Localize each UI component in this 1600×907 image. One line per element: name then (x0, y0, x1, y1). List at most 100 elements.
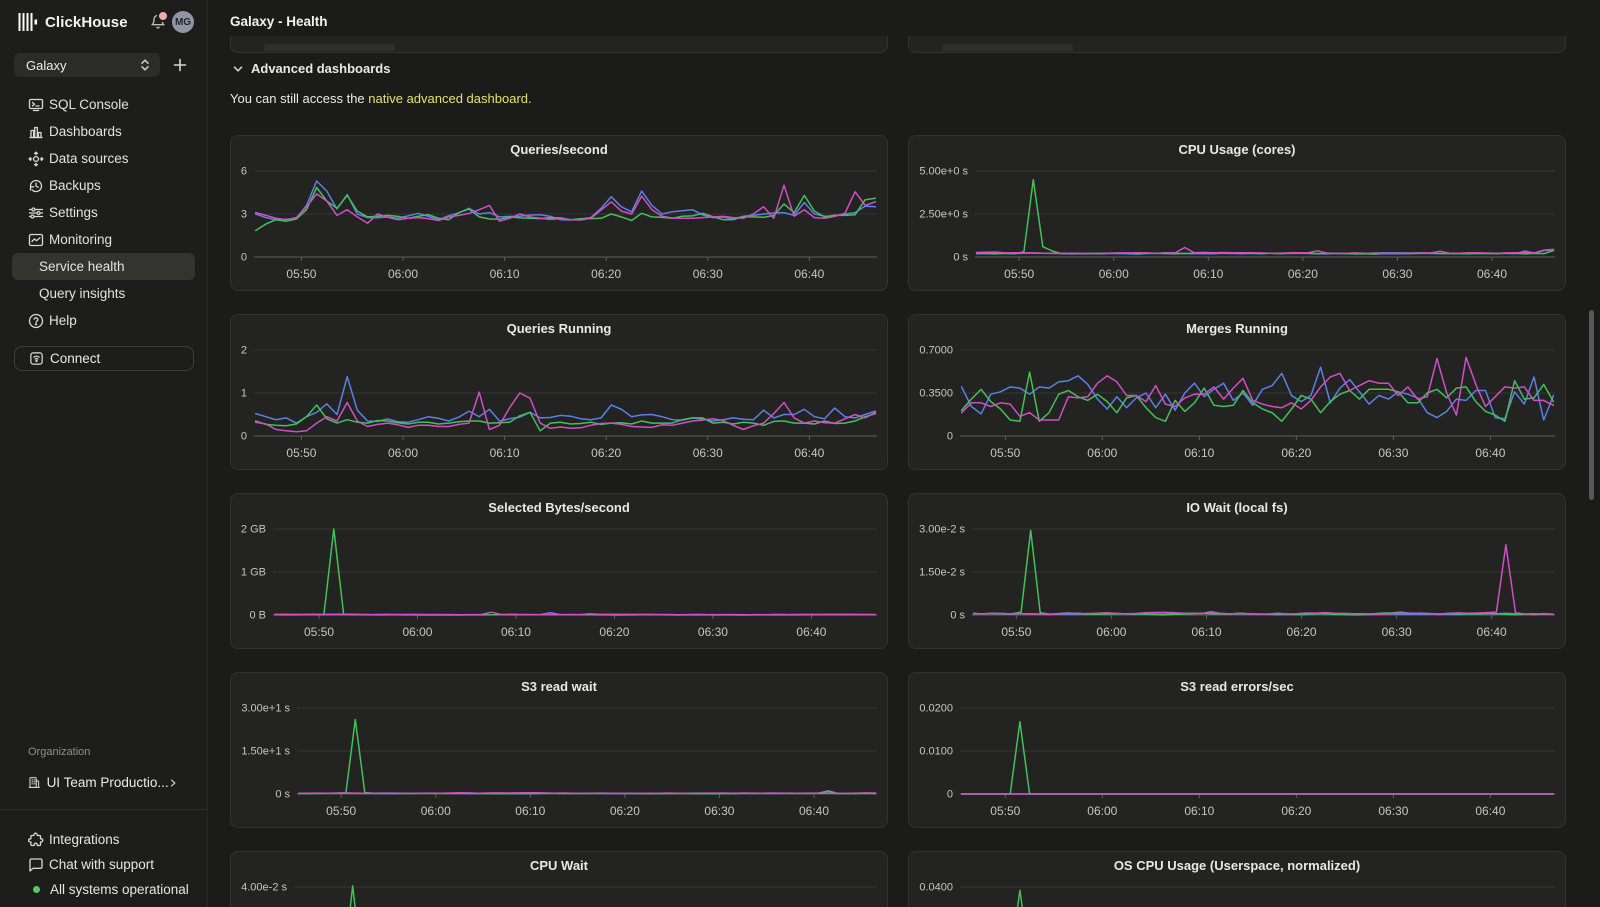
svg-text:06:10: 06:10 (515, 804, 545, 818)
svg-text:06:20: 06:20 (591, 267, 621, 281)
chart-canvas[interactable]: 00.02000.040005:5006:0006:1006:2006:3006… (909, 852, 1567, 907)
sidebar-item-chat-support[interactable]: Chat with support (12, 852, 195, 877)
svg-text:05:50: 05:50 (1001, 625, 1031, 639)
svg-text:06:10: 06:10 (490, 446, 520, 460)
chart-title: S3 read errors/sec (1180, 679, 1294, 694)
svg-text:06:20: 06:20 (1288, 267, 1318, 281)
chevron-right-icon (170, 778, 176, 787)
chart-canvas[interactable]: 0 0.3500 0.7000 05:50 06:00 06:10 06:20 06:30 06… (909, 315, 1567, 471)
svg-text:06:20: 06:20 (599, 625, 629, 639)
sidebar-item-label: Backups (49, 178, 101, 193)
sidebar-item-label: Query insights (39, 286, 126, 301)
chart-title: CPU Wait (529, 858, 589, 873)
chart-panel: Selected Bytes/second 0 B 1 GB 2 GB 05:50 06:… (230, 493, 888, 649)
service-select[interactable]: Galaxy (14, 53, 161, 77)
svg-text:06:00: 06:00 (1099, 267, 1129, 281)
chart-canvas[interactable]: 0 s 2.50e+0 s 5.00e+0 s 05:50 06:00 06:10 06:2… (909, 136, 1567, 292)
avatar[interactable]: MG (172, 11, 194, 33)
svg-text:0 s: 0 s (950, 610, 965, 622)
svg-text:1.50e+1 s: 1.50e+1 s (241, 746, 290, 758)
content: Advanced dashboards You can still access… (209, 36, 1600, 907)
svg-text:5.00e+0 s: 5.00e+0 s (919, 166, 968, 178)
svg-text:0 s: 0 s (953, 252, 968, 264)
notifications-bell-icon[interactable] (150, 10, 169, 30)
clickhouse-logo-icon (18, 13, 38, 31)
sidebar-item-label: Dashboards (49, 124, 122, 139)
sidebar-item-data-sources[interactable]: Data sources (12, 145, 195, 172)
section-advanced-dashboards[interactable]: Advanced dashboards (232, 60, 390, 77)
organization-name: UI Team Productio... (46, 775, 169, 790)
svg-text:06:30: 06:30 (704, 804, 734, 818)
sidebar-item-help[interactable]: Help (12, 307, 195, 334)
system-status[interactable]: All systems operational (12, 877, 195, 902)
svg-text:2: 2 (241, 345, 247, 357)
svg-text:05:50: 05:50 (286, 446, 316, 460)
svg-text:06:40: 06:40 (1475, 446, 1505, 460)
footer-item-label: Chat with support (49, 857, 155, 872)
connect-label: Connect (50, 351, 101, 366)
sidebar-item-label: Monitoring (49, 232, 113, 247)
sidebar-bottom: Organization UI Team Productio... Integr… (0, 746, 207, 907)
svg-text:0 s: 0 s (275, 789, 290, 801)
connect-button[interactable]: Connect (14, 346, 194, 371)
chart-canvas[interactable]: 0 s 1.50e-2 s 3.00e-2 s 05:50 06:00 06:10 06:2… (909, 494, 1567, 650)
add-service-button[interactable] (166, 53, 193, 77)
svg-text:0 B: 0 B (249, 610, 266, 622)
svg-text:06:20: 06:20 (591, 446, 621, 460)
svg-text:06:30: 06:30 (1382, 625, 1412, 639)
top-actions: MG (150, 10, 194, 34)
chevron-updown-icon (141, 59, 150, 71)
svg-text:1 GB: 1 GB (241, 567, 266, 579)
chart-panel: S3 read wait 0 s 1.50e+1 s 3.00e+1 s 05:50 06… (230, 672, 888, 828)
svg-text:06:00: 06:00 (1087, 804, 1117, 818)
chart-panel: CPU Wait0 s2.00e-2 s4.00e-2 s05:5006:000… (230, 851, 888, 907)
svg-text:06:20: 06:20 (1281, 446, 1311, 460)
sidebar-item-query-insights[interactable]: Query insights (12, 280, 195, 307)
chart-canvas[interactable]: 0 3 6 05:50 06:00 06:10 06:20 06:30 06:40 (231, 136, 889, 292)
svg-text:0: 0 (241, 431, 247, 443)
sidebar-item-integrations[interactable]: Integrations (12, 827, 195, 852)
chart-canvas[interactable]: 0 B 1 GB 2 GB 05:50 06:00 06:10 06:20 06:30 06:4… (231, 494, 889, 650)
chart-canvas[interactable]: 0 s 1.50e+1 s 3.00e+1 s 05:50 06:00 06:10 06:2… (231, 673, 889, 829)
main-area: Galaxy - Health Advanced dashboards You … (209, 0, 1600, 907)
svg-text:06:10: 06:10 (490, 267, 520, 281)
svg-text:06:30: 06:30 (693, 446, 723, 460)
svg-text:0.3500: 0.3500 (919, 388, 953, 400)
chart-panel: OS CPU Usage (Userspace, normalized)00.0… (908, 851, 1566, 907)
chart-canvas[interactable]: 0 1 2 05:50 06:00 06:10 06:20 06:30 06:40 (231, 315, 889, 471)
connect-icon (30, 352, 43, 365)
cutoff-panel-right (908, 36, 1566, 53)
svg-text:06:00: 06:00 (402, 625, 432, 639)
organization-switcher[interactable]: UI Team Productio... (12, 769, 195, 796)
sidebar-item-monitoring[interactable]: Monitoring (12, 226, 195, 253)
organization-section-label: Organization (28, 746, 91, 758)
svg-text:06:40: 06:40 (1475, 804, 1505, 818)
svg-text:3: 3 (241, 209, 247, 221)
chart-title: CPU Usage (cores) (1178, 142, 1296, 157)
chart-panel: Merges Running 0 0.3500 0.7000 05:50 06:00 06:… (908, 314, 1566, 470)
chart-line-icon (28, 233, 44, 246)
help-circle-icon (28, 313, 44, 328)
sidebar-item-sql-console[interactable]: SQL Console (12, 91, 195, 118)
svg-text:05:50: 05:50 (1004, 267, 1034, 281)
sidebar-item-dashboards[interactable]: Dashboards (12, 118, 195, 145)
svg-text:06:30: 06:30 (698, 625, 728, 639)
cutoff-panel-bar (942, 44, 1073, 51)
sidebar-item-backups[interactable]: Backups (12, 172, 195, 199)
bar-chart-icon (29, 126, 43, 138)
svg-text:06:00: 06:00 (1096, 625, 1126, 639)
chart-canvas[interactable]: 0 s2.00e-2 s4.00e-2 s05:5006:0006:1006:2… (231, 852, 889, 907)
svg-text:06:00: 06:00 (388, 446, 418, 460)
svg-text:0.0400: 0.0400 (919, 882, 953, 894)
chart-canvas[interactable]: 0 0.0100 0.0200 05:50 06:00 06:10 06:20 06:30 06… (909, 673, 1567, 829)
chart-title: Queries/second (510, 142, 608, 157)
svg-text:06:00: 06:00 (421, 804, 451, 818)
native-dashboard-link[interactable]: native advanced dashboard. (368, 91, 532, 106)
sidebar-item-settings[interactable]: Settings (12, 199, 195, 226)
svg-text:05:50: 05:50 (304, 625, 334, 639)
scrollbar-thumb[interactable] (1589, 310, 1594, 500)
terminal-icon (28, 98, 44, 111)
sidebar-item-service-health[interactable]: Service health (12, 253, 195, 280)
chart-panel: Queries Running 0 1 2 05:50 06:00 06:10 06:20 06… (230, 314, 888, 470)
